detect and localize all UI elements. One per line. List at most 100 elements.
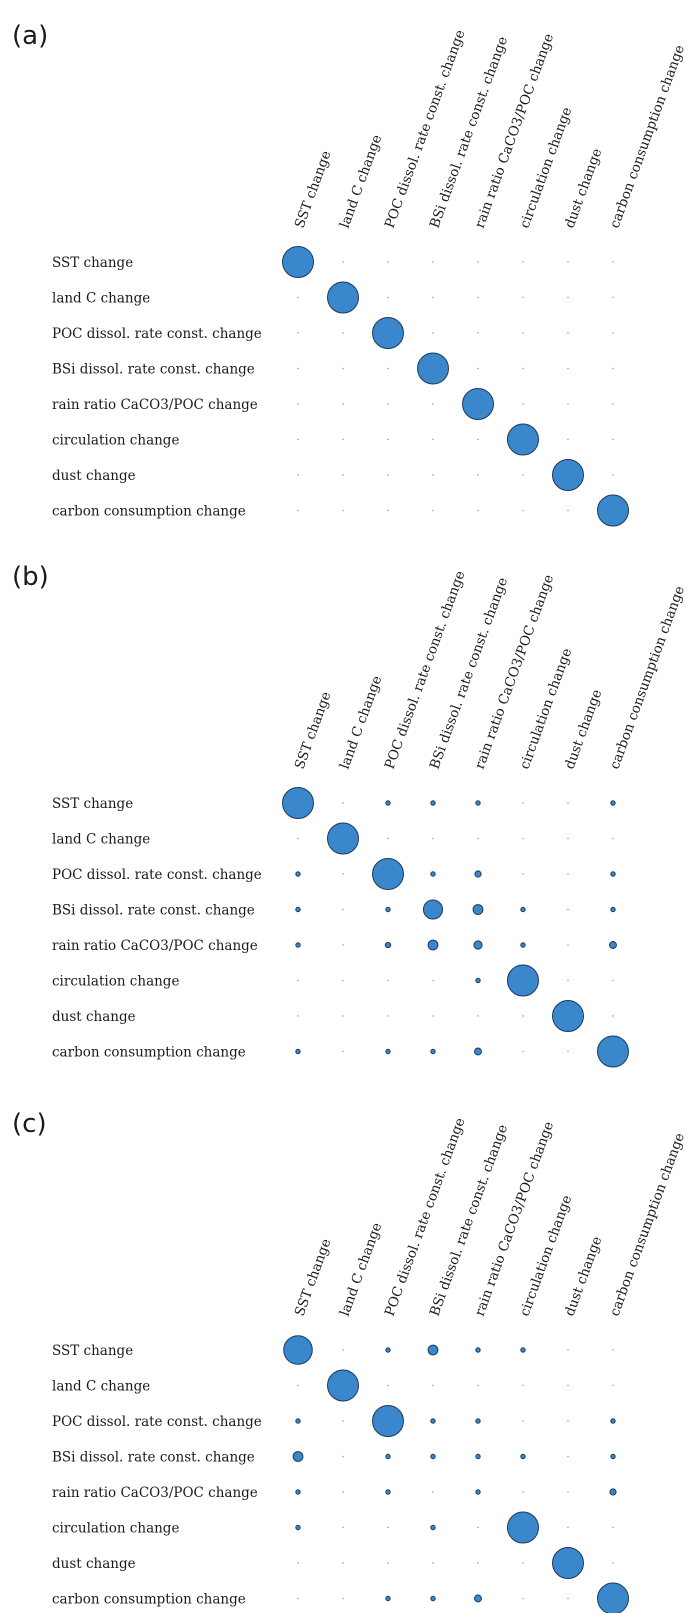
column-label: dust change [562, 146, 606, 230]
bubble-marker [610, 871, 616, 877]
empty-cell-dot [387, 261, 389, 263]
empty-cell-dot [567, 1597, 569, 1600]
empty-cell-dot [612, 403, 614, 405]
column-label: land C change [337, 133, 386, 231]
bubble-marker [507, 1511, 539, 1544]
row-label: land C change [52, 1379, 150, 1395]
bubble-marker [520, 942, 526, 948]
empty-cell-dot [612, 1015, 614, 1017]
bubble-marker [475, 1489, 481, 1495]
empty-cell-dot [432, 1384, 434, 1387]
empty-cell-dot [477, 1015, 479, 1017]
bubble-marker [552, 459, 584, 491]
bubble-marker [372, 1405, 404, 1437]
empty-cell-dot [432, 332, 434, 334]
empty-cell-dot [432, 837, 434, 840]
column-label: SST change [292, 690, 335, 772]
empty-cell-dot [567, 1349, 569, 1351]
empty-cell-dot [297, 296, 299, 299]
empty-cell-dot [567, 332, 569, 334]
bubble-marker [430, 871, 436, 877]
bubble-marker [552, 1547, 584, 1579]
empty-cell-dot [567, 802, 569, 804]
column-label: rain ratio CaCO3/POC change [472, 32, 557, 231]
bubble-marker [473, 940, 483, 950]
bubble-marker [507, 423, 539, 456]
empty-cell-dot [477, 438, 479, 441]
empty-cell-dot [567, 1050, 569, 1053]
empty-cell-dot [612, 332, 614, 334]
empty-cell-dot [522, 367, 524, 370]
empty-cell-dot [342, 1349, 344, 1351]
column-label: rain ratio CaCO3/POC change [472, 1120, 557, 1319]
empty-cell-dot [567, 1420, 569, 1422]
bubble-marker [295, 1524, 301, 1531]
empty-cell-dot [342, 1491, 344, 1493]
empty-cell-dot [477, 332, 479, 334]
empty-cell-dot [432, 1562, 434, 1564]
bubble-marker [327, 822, 359, 855]
bubble-marker [372, 858, 404, 890]
column-label: rain ratio CaCO3/POC change [472, 573, 557, 772]
column-label: SST change [292, 1237, 335, 1319]
column-label: SST change [292, 149, 335, 231]
empty-cell-dot [297, 474, 299, 476]
bubble-marker [597, 1582, 629, 1613]
empty-cell-dot [387, 979, 389, 982]
bubble-marker [609, 941, 617, 949]
empty-cell-dot [387, 367, 389, 370]
empty-cell-dot [387, 474, 389, 476]
empty-cell-dot [387, 296, 389, 299]
bubble-marker [610, 906, 616, 913]
column-label: land C change [337, 1221, 386, 1319]
bubble-marker [597, 494, 629, 527]
empty-cell-dot [432, 474, 434, 476]
row-label: BSi dissol. rate const. change [52, 1450, 255, 1466]
empty-cell-dot [432, 509, 434, 512]
bubble-marker [430, 1048, 436, 1055]
column-label: land C change [337, 674, 386, 772]
column-label: POC dissol. rate const. change [382, 28, 469, 231]
empty-cell-dot [522, 261, 524, 263]
empty-cell-dot [432, 979, 434, 982]
empty-cell-dot [297, 1015, 299, 1017]
panel-label: (b) [12, 562, 49, 592]
empty-cell-dot [342, 403, 344, 405]
empty-cell-dot [567, 979, 569, 982]
bubble-marker [327, 281, 359, 314]
bubble-marker [472, 904, 484, 915]
bubble-marker [475, 1418, 481, 1424]
bubble-marker [430, 800, 436, 806]
empty-cell-dot [612, 979, 614, 982]
empty-cell-dot [567, 873, 569, 875]
empty-cell-dot [567, 908, 569, 911]
bubble-marker [475, 800, 481, 806]
bubble-marker [295, 1048, 301, 1055]
empty-cell-dot [387, 837, 389, 840]
empty-cell-dot [342, 367, 344, 370]
row-label: SST change [52, 796, 133, 812]
empty-cell-dot [432, 1491, 434, 1493]
empty-cell-dot [432, 438, 434, 441]
bubble-marker [507, 964, 539, 997]
bubble-marker [430, 1595, 436, 1602]
empty-cell-dot [567, 944, 569, 946]
empty-cell-dot [522, 509, 524, 512]
bubble-marker [597, 1035, 629, 1068]
bubble-marker [282, 787, 314, 819]
bubble-marker [385, 1048, 391, 1055]
empty-cell-dot [567, 1491, 569, 1493]
row-label: circulation change [52, 433, 179, 449]
empty-cell-dot [342, 1597, 344, 1600]
empty-cell-dot [387, 1562, 389, 1564]
empty-cell-dot [612, 837, 614, 840]
empty-cell-dot [522, 403, 524, 405]
empty-cell-dot [297, 403, 299, 405]
empty-cell-dot [297, 837, 299, 840]
bubble-marker [384, 941, 392, 949]
empty-cell-dot [342, 908, 344, 911]
empty-cell-dot [522, 1491, 524, 1493]
column-label: POC dissol. rate const. change [382, 1116, 469, 1319]
